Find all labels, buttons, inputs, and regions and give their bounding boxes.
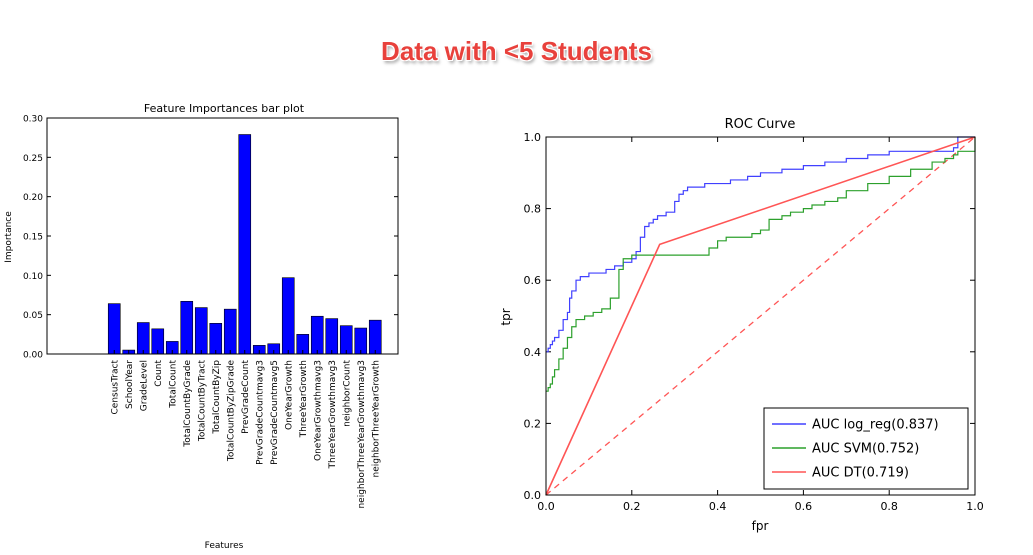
roc-chart-title: ROC Curve: [725, 117, 796, 132]
bar-TotalCountByZip: [209, 323, 223, 355]
bar-xtick-label: neighborThreeYearGrowthmavg3: [357, 360, 367, 509]
bar-chart-ylabel: Importance: [4, 211, 14, 263]
roc-ytick-label: 0.4: [524, 346, 542, 359]
bar-TotalCountByGrade: [180, 300, 194, 355]
bar-OneYearGrowth: [281, 277, 295, 355]
bar-xtick-label: Count: [154, 360, 164, 387]
bar-neighborCount: [339, 325, 353, 355]
bar-ytick-label: 0.30: [23, 115, 43, 125]
bar-plot-frame: [46, 117, 399, 355]
bar-ytick-label: 0.10: [23, 272, 43, 282]
bar-TotalCountByTract: [194, 307, 208, 355]
roc-ytick-label: 0.8: [524, 203, 542, 216]
roc-xtick-label: 0.0: [537, 500, 555, 513]
bar-xtick-label: TotalCountByZip: [212, 360, 222, 435]
roc-ytick-label: 0.0: [524, 489, 542, 502]
bar-xtick-label: TotalCountByGrade: [183, 360, 193, 448]
bar-neighborThreeYearGrowth: [368, 319, 382, 355]
roc-legend-label: AUC log_reg(0.837): [812, 418, 939, 433]
bar-xtick-label: SchoolYear: [125, 360, 135, 409]
roc-xtick-label: 0.8: [880, 500, 898, 513]
roc-plot-frame: [545, 136, 976, 496]
bar-TotalCountByZipGrade: [223, 308, 237, 355]
bar-ytick-label: 0.00: [23, 351, 43, 361]
roc-xtick-label: 0.4: [709, 500, 727, 513]
bar-GradeLevel: [136, 322, 150, 355]
bar-xtick-label: CensusTract: [110, 360, 120, 415]
bar-xtick-label: PrevGradeCountmavg3: [255, 360, 265, 465]
bar-xtick-label: ThreeYearGrowth: [299, 360, 309, 438]
roc-chart-ylabel: tpr: [499, 308, 513, 325]
roc-curve-chart: ROC Curve 0.0 0.2 0.4 0.6 0.8 1.0 0.0 0.2 0.4 0.6…: [499, 117, 984, 533]
bar-ThreeYearGrowthmavg3: [325, 318, 339, 355]
bar-xtick-label: OneYearGrowthmavg3: [313, 360, 323, 461]
bar-ytick-label: 0.15: [23, 233, 43, 243]
bar-xtick-label: TotalCount: [168, 360, 178, 409]
roc-ytick-label: 0.2: [524, 417, 542, 430]
bar-xtick-label: PrevGradeCountmavg5: [270, 360, 280, 465]
roc-legend-label: AUC SVM(0.752): [812, 442, 919, 457]
bar-CensusTract: [107, 303, 121, 355]
roc-xtick-label: 0.6: [795, 500, 813, 513]
feature-importance-chart: Feature Importances bar plot 0.00 0.05 0.1…: [4, 102, 399, 551]
bar-chart-xlabel: Features: [205, 541, 244, 551]
bar-PrevGradeCount: [238, 134, 252, 355]
roc-series-log-reg: [546, 136, 975, 353]
roc-xtick-label: 1.0: [966, 500, 984, 513]
bar-xtick-label: neighborThreeYearGrowth: [371, 360, 381, 478]
bar-xtick-label: ThreeYearGrowthmavg3: [328, 360, 338, 469]
bar-xtick-label: PrevGradeCount: [241, 360, 251, 434]
bar-xtick-label: OneYearGrowth: [284, 360, 294, 430]
bar-chart-title: Feature Importances bar plot: [144, 102, 305, 115]
roc-reference-diagonal: [545, 136, 976, 496]
bar-ytick-label: 0.05: [23, 311, 43, 321]
roc-series-svm: [546, 137, 976, 392]
bar-ytick-label: 0.25: [23, 154, 43, 164]
bar-xtick-label: TotalCountByTract: [197, 360, 207, 443]
bar-xtick-label: neighborCount: [342, 360, 352, 427]
roc-xtick-label: 0.2: [623, 500, 641, 513]
roc-ytick-label: 1.0: [524, 131, 542, 144]
banner-title: Data with <5 Students: [381, 36, 652, 66]
bar-xtick-label: TotalCountByZipGrade: [226, 360, 236, 463]
bar-OneYearGrowthmavg3: [310, 315, 324, 355]
roc-legend: AUC log_reg(0.837) AUC SVM(0.752) AUC DT(0…: [763, 407, 969, 490]
roc-legend-label: AUC DT(0.719): [812, 466, 909, 481]
bar-xtick-label: GradeLevel: [139, 360, 149, 411]
roc-chart-xlabel: fpr: [752, 519, 769, 533]
bar-ytick-label: 0.20: [23, 193, 43, 203]
roc-ytick-label: 0.6: [524, 274, 542, 287]
roc-series-dt: [545, 136, 976, 496]
